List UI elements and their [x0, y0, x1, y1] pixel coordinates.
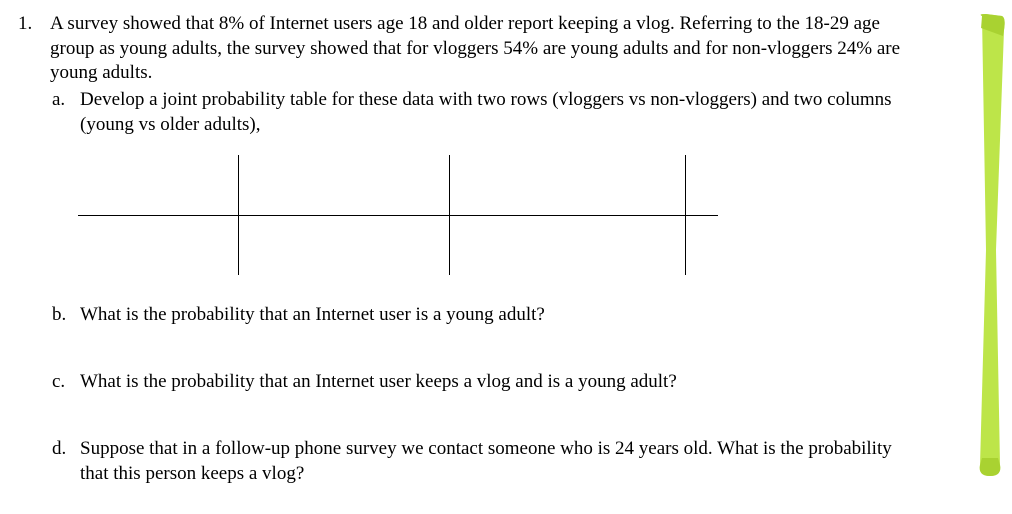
part-a-text: Develop a joint probability table for th…: [80, 88, 908, 137]
part-b-row: b. What is the probability that an Inter…: [50, 303, 908, 328]
part-d-row: d. Suppose that in a follow-up phone sur…: [50, 437, 908, 486]
part-a-row: a. Develop a joint probability table for…: [50, 88, 908, 137]
table-cell: [78, 215, 238, 275]
table-cell: [78, 155, 238, 215]
table-cell: [238, 155, 449, 215]
question-number: 1.: [18, 12, 50, 486]
part-a-letter: a.: [50, 88, 80, 137]
table-row: [78, 215, 718, 275]
table-row: [78, 155, 718, 215]
part-d-letter: d.: [50, 437, 80, 486]
part-c-row: c. What is the probability that an Inter…: [50, 370, 908, 395]
stem-text: A survey showed that 8% of Internet user…: [50, 13, 900, 83]
joint-probability-table: [78, 155, 718, 275]
question-stem: A survey showed that 8% of Internet user…: [50, 12, 908, 486]
part-b-text: What is the probability that an Internet…: [80, 303, 908, 328]
table-cell: [449, 215, 686, 275]
part-c-text: What is the probability that an Internet…: [80, 370, 908, 395]
table-cell: [449, 155, 686, 215]
table-cell: [686, 215, 718, 275]
blank-table-wrap: [78, 155, 718, 275]
question-stem-row: 1. A survey showed that 8% of Internet u…: [18, 12, 908, 486]
highlighter-mark-icon: [976, 10, 1008, 480]
table-cell: [686, 155, 718, 215]
part-b-letter: b.: [50, 303, 80, 328]
question-block: 1. A survey showed that 8% of Internet u…: [18, 12, 908, 486]
part-d-text: Suppose that in a follow-up phone survey…: [80, 437, 908, 486]
part-c-letter: c.: [50, 370, 80, 395]
table-cell: [238, 215, 449, 275]
